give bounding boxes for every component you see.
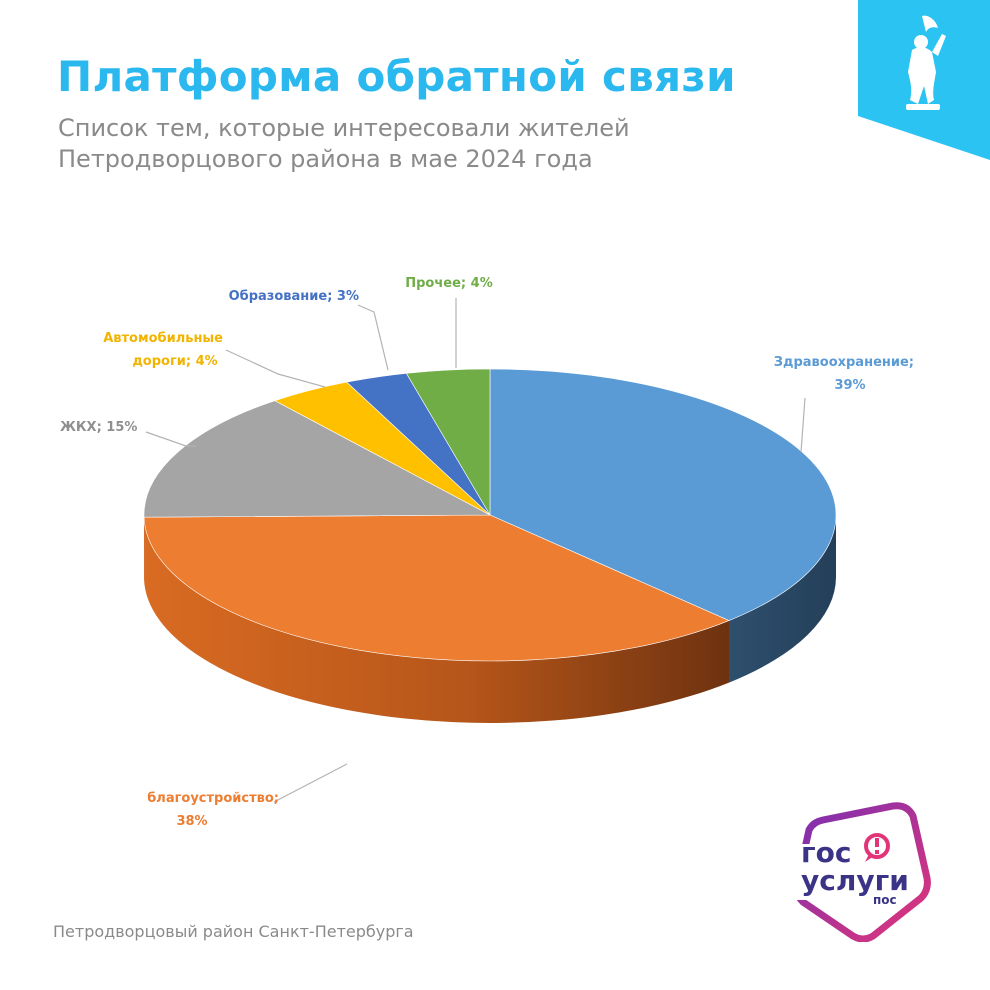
pie-slice-прочее xyxy=(405,368,491,517)
leader-line-образование xyxy=(357,304,389,371)
leader-line-здравоохранение xyxy=(800,397,806,453)
leader-line-автомобильные-дороги xyxy=(225,349,326,388)
pie-slice-жкх xyxy=(143,400,491,518)
subtitle-line-1: Список тем, которые интересовали жителей xyxy=(58,114,630,142)
page-title: Платформа обратной связи xyxy=(57,52,736,101)
data-label-автомобильные-дороги-value: дороги; 4% xyxy=(132,354,217,369)
logo-text-uslugi: услуги xyxy=(801,864,909,897)
statue-emblem-icon xyxy=(906,15,946,110)
speech-bubble-icon xyxy=(864,833,890,862)
pie-leaders xyxy=(145,298,806,803)
data-label-жкх: ЖКХ; 15% xyxy=(60,420,137,435)
corner-badge xyxy=(858,0,990,160)
logo-text-pos: пос xyxy=(873,893,897,907)
data-label-благоустройство-value: 38% xyxy=(176,814,207,829)
data-label-образование: Образование; 3% xyxy=(229,289,359,304)
logo-text-gos: гос xyxy=(801,836,851,869)
footer-text: Петродворцовый район Санкт-Петербурга xyxy=(53,922,414,941)
data-label-здравоохранение-value: 39% xyxy=(834,378,865,393)
pie-side-здравоохранение xyxy=(728,515,836,683)
data-label-здравоохранение: Здравоохранение; xyxy=(774,355,914,370)
gosuslugi-pos-logo: гос услуги пос xyxy=(793,802,931,942)
data-label-благоустройство: благоустройство; xyxy=(147,791,279,806)
leader-line-жкх xyxy=(145,431,196,447)
pie-side-благоустройство xyxy=(144,517,729,724)
leader-line-благоустройство xyxy=(273,763,348,803)
subtitle-line-2: Петродворцового района в мае 2024 года xyxy=(58,145,593,173)
pie-labels: Здравоохранение; 39% благоустройство; 38% ЖК… xyxy=(60,276,914,829)
pie-sides xyxy=(144,515,836,724)
pie-slice-здравоохранение xyxy=(489,368,837,621)
pie-top xyxy=(143,368,837,662)
logo-frame xyxy=(793,802,931,942)
pie-slice-благоустройство xyxy=(143,514,730,662)
page-subtitle: Список тем, которые интересовали жителей… xyxy=(58,113,758,175)
data-label-автомобильные-дороги: Автомобильные xyxy=(103,331,223,346)
data-label-прочее: Прочее; 4% xyxy=(405,276,492,291)
